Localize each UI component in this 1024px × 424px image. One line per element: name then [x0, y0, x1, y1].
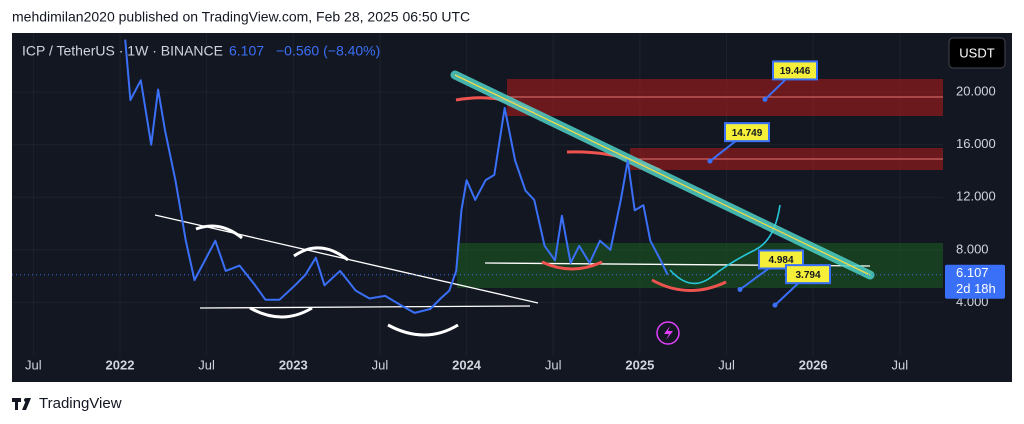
drawings: [154, 70, 943, 345]
x-tick-label: 2023: [279, 357, 308, 372]
price-line: [124, 39, 669, 314]
header-change: −0.560 (−8.40%): [276, 43, 380, 59]
arc: [651, 278, 727, 292]
arc: [541, 260, 603, 271]
y-tick-label: 20.000: [956, 84, 996, 99]
price-badge: [945, 264, 1005, 299]
x-tick-label: Jul: [892, 357, 909, 372]
support-zone: [457, 243, 943, 288]
trend-line: [199, 305, 531, 309]
x-tick-label: Jul: [198, 357, 215, 372]
arc: [387, 323, 459, 337]
arc: [249, 306, 313, 319]
callout-point: [762, 96, 768, 102]
currency-label: USDT: [959, 45, 994, 60]
y-tick-label: 8.000: [956, 241, 989, 256]
arc: [195, 224, 243, 240]
callout-point: [772, 302, 778, 308]
currency-button[interactable]: [948, 37, 1006, 69]
callout-label: 19.446: [780, 66, 811, 77]
header-price: 6.107: [229, 43, 264, 59]
publish-note: mehdimilan2020 published on TradingView.…: [12, 9, 470, 25]
arc: [293, 246, 349, 262]
x-tick-label: Jul: [718, 357, 735, 372]
footer-logo: TradingView: [12, 395, 122, 412]
callout-label: 14.749: [732, 128, 763, 139]
footer-brand: TradingView: [39, 395, 122, 412]
projection-path: [669, 204, 781, 285]
y-tick-label: 16.000: [956, 136, 996, 151]
callout-box: [724, 122, 770, 143]
callout-point: [707, 158, 713, 164]
event-icon-bolt: [664, 326, 673, 340]
trend-channel-center: [454, 74, 871, 276]
callout-label: 4.984: [768, 255, 793, 266]
logo-mark: [12, 398, 31, 410]
price-badge-label: 6.107: [956, 265, 989, 280]
callout-box: [785, 264, 831, 285]
x-tick-label: Jul: [25, 357, 42, 372]
callout-box: [772, 60, 818, 81]
x-tick-label: 2025: [625, 357, 654, 372]
callout-label: 3.794: [795, 270, 820, 281]
x-tick-label: Jul: [545, 357, 562, 372]
callout-box: [758, 249, 804, 270]
y-tick-label: 12.000: [956, 189, 996, 204]
x-tick-label: 2022: [106, 357, 135, 372]
callout-point: [737, 286, 743, 292]
x-tick-label: 2024: [452, 357, 482, 372]
x-tick-label: 2026: [799, 357, 828, 372]
x-tick-label: Jul: [372, 357, 389, 372]
symbol-title: ICP / TetherUS · 1W · BINANCE: [22, 43, 223, 59]
countdown-label: 2d 18h: [956, 281, 996, 296]
event-icon[interactable]: [656, 321, 680, 345]
